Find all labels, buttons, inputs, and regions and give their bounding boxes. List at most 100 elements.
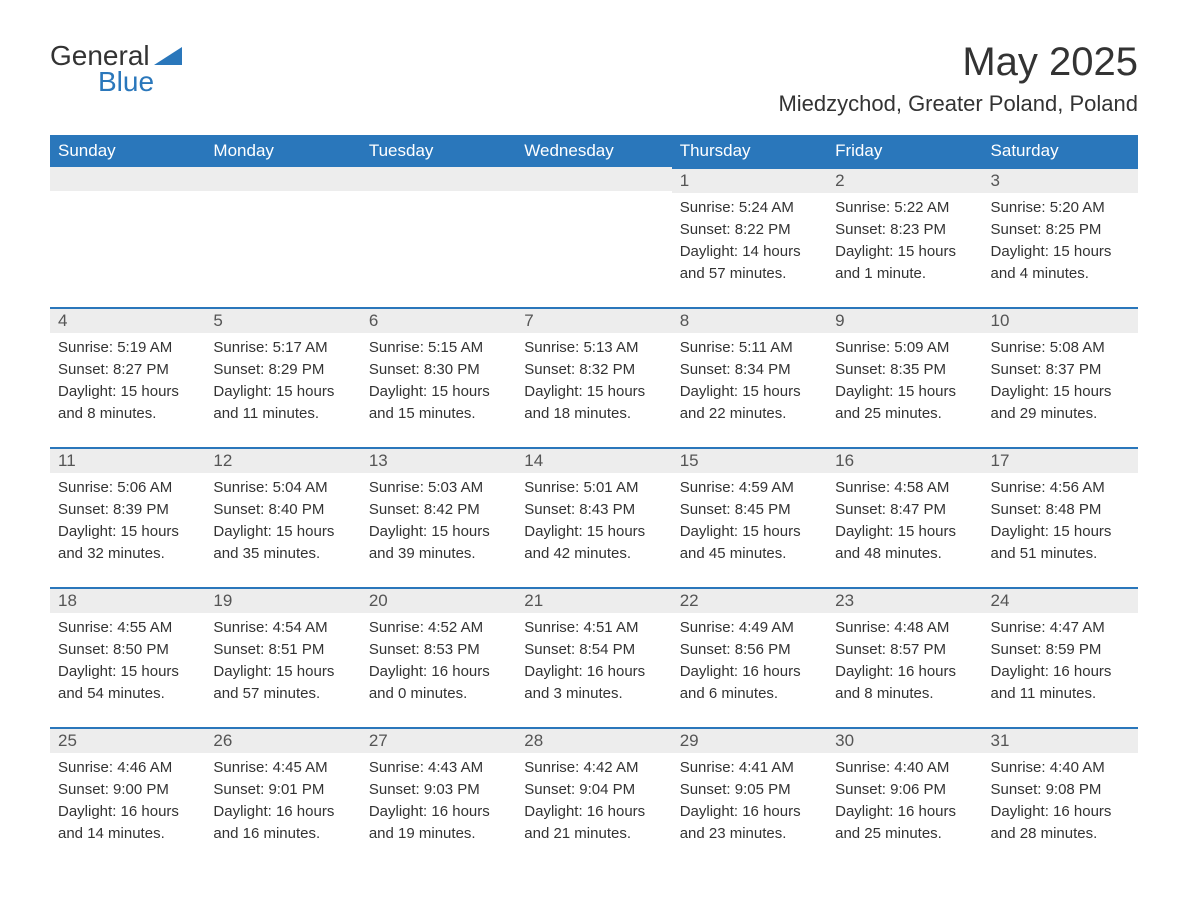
day-sunset: Sunset: 8:42 PM xyxy=(369,499,508,520)
weekday-thursday: Thursday xyxy=(672,135,827,167)
day-sunrise: Sunrise: 4:48 AM xyxy=(835,617,974,638)
day-sunrise: Sunrise: 4:49 AM xyxy=(680,617,819,638)
day-number: 29 xyxy=(672,727,827,753)
day-number: 19 xyxy=(205,587,360,613)
day-sunrise: Sunrise: 4:43 AM xyxy=(369,757,508,778)
day-body: Sunrise: 4:54 AMSunset: 8:51 PMDaylight:… xyxy=(205,613,360,727)
logo: General Blue xyxy=(50,40,182,98)
day-body: Sunrise: 5:01 AMSunset: 8:43 PMDaylight:… xyxy=(516,473,671,587)
day-body: Sunrise: 4:41 AMSunset: 9:05 PMDaylight:… xyxy=(672,753,827,867)
day-day1: Daylight: 15 hours xyxy=(680,381,819,402)
day-body: Sunrise: 5:15 AMSunset: 8:30 PMDaylight:… xyxy=(361,333,516,447)
day-day1: Daylight: 15 hours xyxy=(835,381,974,402)
day-cell: 31Sunrise: 4:40 AMSunset: 9:08 PMDayligh… xyxy=(983,727,1138,867)
day-number: 2 xyxy=(827,167,982,193)
day-body: Sunrise: 4:40 AMSunset: 9:06 PMDaylight:… xyxy=(827,753,982,867)
day-sunset: Sunset: 8:39 PM xyxy=(58,499,197,520)
day-cell: 4Sunrise: 5:19 AMSunset: 8:27 PMDaylight… xyxy=(50,307,205,447)
day-sunset: Sunset: 8:29 PM xyxy=(213,359,352,380)
day-day1: Daylight: 16 hours xyxy=(58,801,197,822)
day-day1: Daylight: 15 hours xyxy=(835,521,974,542)
day-cell: 9Sunrise: 5:09 AMSunset: 8:35 PMDaylight… xyxy=(827,307,982,447)
day-number: 17 xyxy=(983,447,1138,473)
day-cell: 1Sunrise: 5:24 AMSunset: 8:22 PMDaylight… xyxy=(672,167,827,307)
day-day1: Daylight: 16 hours xyxy=(680,801,819,822)
day-body: Sunrise: 5:04 AMSunset: 8:40 PMDaylight:… xyxy=(205,473,360,587)
day-cell: 16Sunrise: 4:58 AMSunset: 8:47 PMDayligh… xyxy=(827,447,982,587)
day-cell: 13Sunrise: 5:03 AMSunset: 8:42 PMDayligh… xyxy=(361,447,516,587)
day-cell: 10Sunrise: 5:08 AMSunset: 8:37 PMDayligh… xyxy=(983,307,1138,447)
day-sunrise: Sunrise: 4:58 AM xyxy=(835,477,974,498)
day-sunrise: Sunrise: 4:52 AM xyxy=(369,617,508,638)
day-number: 11 xyxy=(50,447,205,473)
day-day1: Daylight: 16 hours xyxy=(213,801,352,822)
day-number-empty xyxy=(50,167,205,191)
day-sunrise: Sunrise: 5:04 AM xyxy=(213,477,352,498)
day-body: Sunrise: 5:06 AMSunset: 8:39 PMDaylight:… xyxy=(50,473,205,587)
day-cell: 6Sunrise: 5:15 AMSunset: 8:30 PMDaylight… xyxy=(361,307,516,447)
day-sunset: Sunset: 8:35 PM xyxy=(835,359,974,380)
day-cell: 14Sunrise: 5:01 AMSunset: 8:43 PMDayligh… xyxy=(516,447,671,587)
day-body: Sunrise: 5:17 AMSunset: 8:29 PMDaylight:… xyxy=(205,333,360,447)
day-cell: 12Sunrise: 5:04 AMSunset: 8:40 PMDayligh… xyxy=(205,447,360,587)
day-day1: Daylight: 15 hours xyxy=(524,521,663,542)
day-sunrise: Sunrise: 5:20 AM xyxy=(991,197,1130,218)
day-sunrise: Sunrise: 4:51 AM xyxy=(524,617,663,638)
day-sunrise: Sunrise: 4:54 AM xyxy=(213,617,352,638)
day-body: Sunrise: 4:40 AMSunset: 9:08 PMDaylight:… xyxy=(983,753,1138,867)
header: General Blue May 2025 Miedzychod, Greate… xyxy=(50,40,1138,117)
day-body: Sunrise: 4:56 AMSunset: 8:48 PMDaylight:… xyxy=(983,473,1138,587)
day-day1: Daylight: 16 hours xyxy=(524,661,663,682)
day-body: Sunrise: 4:47 AMSunset: 8:59 PMDaylight:… xyxy=(983,613,1138,727)
day-sunset: Sunset: 8:56 PM xyxy=(680,639,819,660)
weekday-saturday: Saturday xyxy=(983,135,1138,167)
day-number: 30 xyxy=(827,727,982,753)
day-day2: and 8 minutes. xyxy=(835,683,974,704)
weekday-wednesday: Wednesday xyxy=(516,135,671,167)
day-day1: Daylight: 15 hours xyxy=(680,521,819,542)
day-day1: Daylight: 15 hours xyxy=(369,381,508,402)
day-cell: 30Sunrise: 4:40 AMSunset: 9:06 PMDayligh… xyxy=(827,727,982,867)
day-day2: and 11 minutes. xyxy=(991,683,1130,704)
location-text: Miedzychod, Greater Poland, Poland xyxy=(778,91,1138,117)
day-sunset: Sunset: 8:34 PM xyxy=(680,359,819,380)
day-sunrise: Sunrise: 4:55 AM xyxy=(58,617,197,638)
day-cell: 21Sunrise: 4:51 AMSunset: 8:54 PMDayligh… xyxy=(516,587,671,727)
day-cell: 15Sunrise: 4:59 AMSunset: 8:45 PMDayligh… xyxy=(672,447,827,587)
logo-triangle-icon xyxy=(154,47,182,70)
day-day2: and 35 minutes. xyxy=(213,543,352,564)
day-sunset: Sunset: 8:30 PM xyxy=(369,359,508,380)
day-body: Sunrise: 4:46 AMSunset: 9:00 PMDaylight:… xyxy=(50,753,205,867)
day-cell xyxy=(205,167,360,307)
day-day2: and 29 minutes. xyxy=(991,403,1130,424)
day-number: 12 xyxy=(205,447,360,473)
day-body: Sunrise: 5:20 AMSunset: 8:25 PMDaylight:… xyxy=(983,193,1138,307)
day-number: 27 xyxy=(361,727,516,753)
week-row: 18Sunrise: 4:55 AMSunset: 8:50 PMDayligh… xyxy=(50,587,1138,727)
month-title: May 2025 xyxy=(778,40,1138,85)
day-day2: and 11 minutes. xyxy=(213,403,352,424)
day-body: Sunrise: 4:59 AMSunset: 8:45 PMDaylight:… xyxy=(672,473,827,587)
day-day1: Daylight: 16 hours xyxy=(991,801,1130,822)
day-body: Sunrise: 4:45 AMSunset: 9:01 PMDaylight:… xyxy=(205,753,360,867)
weekday-friday: Friday xyxy=(827,135,982,167)
day-body: Sunrise: 4:58 AMSunset: 8:47 PMDaylight:… xyxy=(827,473,982,587)
day-cell: 19Sunrise: 4:54 AMSunset: 8:51 PMDayligh… xyxy=(205,587,360,727)
day-sunrise: Sunrise: 4:41 AM xyxy=(680,757,819,778)
day-cell: 7Sunrise: 5:13 AMSunset: 8:32 PMDaylight… xyxy=(516,307,671,447)
title-block: May 2025 Miedzychod, Greater Poland, Pol… xyxy=(778,40,1138,117)
day-number: 9 xyxy=(827,307,982,333)
day-body xyxy=(205,191,360,307)
day-body: Sunrise: 4:55 AMSunset: 8:50 PMDaylight:… xyxy=(50,613,205,727)
day-day2: and 25 minutes. xyxy=(835,823,974,844)
day-day2: and 48 minutes. xyxy=(835,543,974,564)
day-day1: Daylight: 16 hours xyxy=(835,661,974,682)
week-row: 11Sunrise: 5:06 AMSunset: 8:39 PMDayligh… xyxy=(50,447,1138,587)
day-day2: and 6 minutes. xyxy=(680,683,819,704)
day-sunset: Sunset: 8:23 PM xyxy=(835,219,974,240)
day-number: 21 xyxy=(516,587,671,613)
day-sunset: Sunset: 9:04 PM xyxy=(524,779,663,800)
day-cell: 18Sunrise: 4:55 AMSunset: 8:50 PMDayligh… xyxy=(50,587,205,727)
day-sunrise: Sunrise: 4:42 AM xyxy=(524,757,663,778)
day-sunset: Sunset: 8:59 PM xyxy=(991,639,1130,660)
